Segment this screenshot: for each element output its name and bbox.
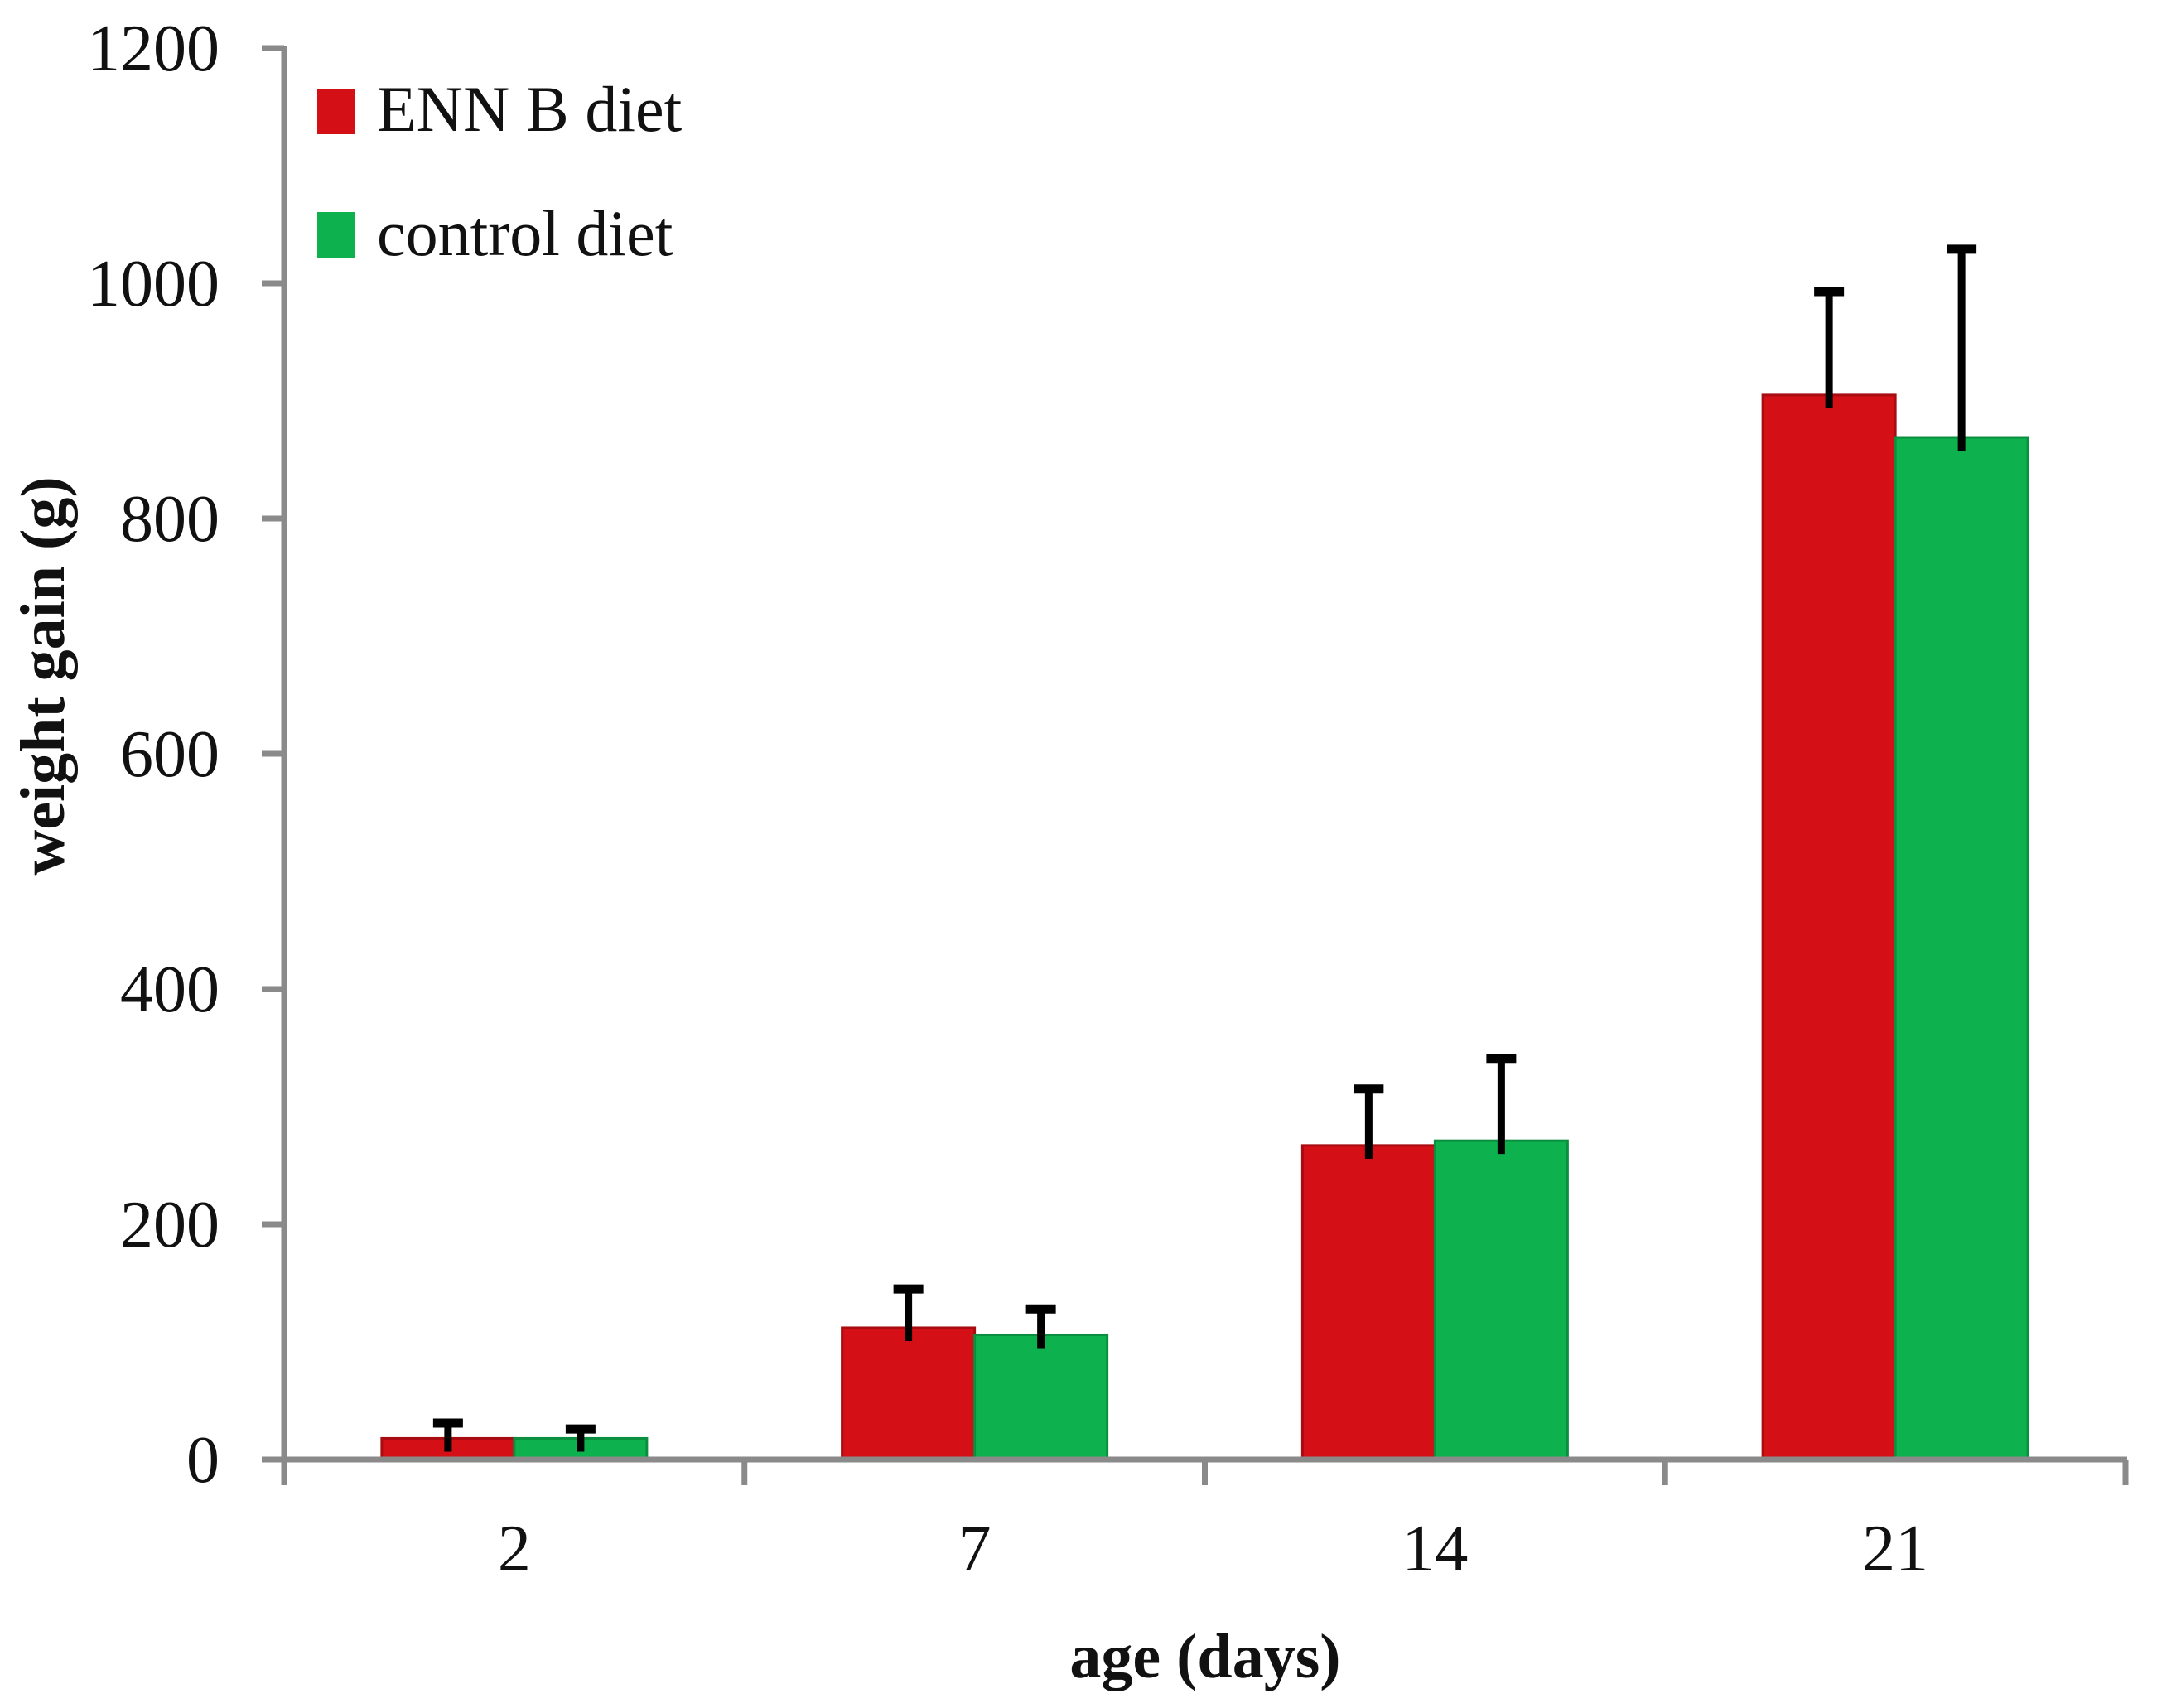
y-tick-label-0: 0 [186, 1424, 220, 1497]
y-tick-label-1200: 1200 [87, 12, 220, 85]
x-category-label-2: 2 [498, 1513, 531, 1585]
ticks-layer [262, 45, 2129, 1485]
x-category-label-7: 7 [958, 1513, 992, 1585]
bar-control-diet-age-14 [1433, 1139, 1569, 1461]
x-category-label-14: 14 [1402, 1513, 1468, 1585]
tick-labels-layer: 0 200 400 600 800 1000 1200 2 7 14 21 [87, 12, 1928, 1585]
y-tick-label-600: 600 [120, 718, 220, 791]
bar-enn-b-diet-age-7 [841, 1326, 977, 1461]
legend-swatch-enn-b-diet [317, 89, 355, 134]
x-axis-title: age (days) [1069, 1622, 1340, 1691]
bar-control-diet-age-7 [973, 1333, 1109, 1461]
bar-enn-b-diet-age-21 [1761, 393, 1897, 1461]
y-tick-label-400: 400 [120, 953, 220, 1026]
legend-label-control-diet: control diet [377, 197, 673, 269]
bar-control-diet-age-21 [1894, 436, 2029, 1461]
y-tick-label-200: 200 [120, 1189, 220, 1262]
x-category-label-21: 21 [1862, 1513, 1928, 1585]
y-tick-label-800: 800 [120, 483, 220, 556]
legend-swatch-control-diet [317, 212, 355, 258]
error-bars-layer [432, 244, 1977, 1452]
y-axis-title: weight gain (g) [8, 476, 78, 875]
legend: ENN B diet control diet [317, 73, 683, 269]
bar-enn-b-diet-age-14 [1300, 1144, 1436, 1461]
y-tick-label-1000: 1000 [87, 248, 220, 321]
bars-layer [380, 393, 2029, 1461]
legend-label-enn-b-diet: ENN B diet [377, 73, 683, 145]
